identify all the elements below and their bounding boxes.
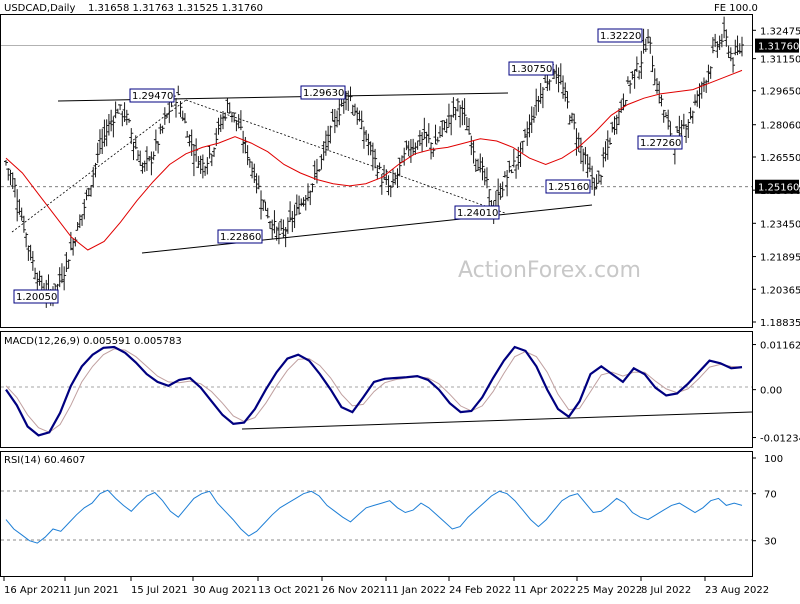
macd-tick-label: 0.011629 bbox=[760, 341, 800, 352]
annotation-label: 1.24010 bbox=[457, 208, 498, 219]
price-tick-label: 1.23450 bbox=[760, 219, 800, 230]
annotation-box bbox=[217, 229, 263, 244]
rsi-tick-label: 70 bbox=[764, 490, 777, 501]
price-tick-label: 1.26550 bbox=[760, 153, 800, 164]
price-tick-label: 1.28060 bbox=[760, 121, 800, 132]
rsi-pane bbox=[0, 451, 753, 577]
price-tick-label: 1.18835 bbox=[760, 318, 800, 329]
x-tick-label: 15 Jul 2021 bbox=[131, 585, 188, 596]
annotation-label: 1.27260 bbox=[640, 138, 681, 149]
annotation-box bbox=[637, 135, 683, 150]
fe-label: FE 100.0 bbox=[714, 3, 758, 14]
x-tick-label: 30 Aug 2021 bbox=[193, 585, 257, 596]
price-gridlines bbox=[1, 45, 752, 188]
rsi-tick-label: 100 bbox=[764, 454, 783, 465]
rsi-axis: 100 70 30 bbox=[752, 454, 783, 548]
moving-average-line bbox=[5, 69, 743, 251]
price-tick-label: 1.20365 bbox=[760, 285, 800, 296]
macd-trendline bbox=[241, 411, 753, 430]
current-price-label: 1.31760 bbox=[758, 42, 799, 53]
x-tick-label: 25 May 2022 bbox=[577, 585, 642, 596]
annotation-label: 1.29630 bbox=[303, 88, 344, 99]
support-level-label: 1.25160 bbox=[758, 183, 799, 194]
chart-title: USDCAD,Daily bbox=[4, 3, 75, 14]
x-tick-label: 16 Apr 2021 bbox=[4, 585, 66, 596]
macd-tick-label: 0.00 bbox=[760, 386, 782, 397]
watermark: ActionForex.com bbox=[458, 258, 641, 283]
rsi-line bbox=[5, 489, 743, 544]
annotation-box bbox=[13, 289, 59, 304]
annotation-box bbox=[454, 205, 500, 220]
x-tick-label: 8 Jul 2022 bbox=[641, 585, 691, 596]
annotation-label: 1.22860 bbox=[220, 232, 261, 243]
annotation-label: 1.29470 bbox=[132, 91, 173, 102]
x-tick-label: 24 Feb 2022 bbox=[449, 585, 511, 596]
current-price-box bbox=[755, 38, 799, 53]
price-bars bbox=[4, 16, 744, 308]
annotation-box bbox=[300, 85, 346, 100]
price-tick-label: 1.29650 bbox=[760, 87, 800, 98]
annotation-label: 1.32220 bbox=[600, 31, 641, 42]
annotation-label: 1.30750 bbox=[511, 64, 552, 75]
signal-line bbox=[5, 348, 743, 433]
macd-title: MACD(12,26,9) 0.005591 0.005783 bbox=[4, 336, 182, 347]
x-tick-label: 23 Aug 2022 bbox=[705, 585, 769, 596]
lower-trendline bbox=[141, 204, 593, 254]
price-axis: 1.324751.311501.296501.280601.265501.250… bbox=[752, 26, 800, 329]
macd-line bbox=[5, 345, 743, 437]
price-annotations: 1.20050 1.29470 1.22860 1.29630 1.24010 1.307… bbox=[13, 28, 683, 304]
price-tick-label: 1.31150 bbox=[760, 55, 800, 66]
x-tick-label: 26 Nov 2021 bbox=[322, 585, 386, 596]
price-pane bbox=[0, 14, 753, 328]
rsi-title: RSI(14) 60.4607 bbox=[4, 455, 85, 466]
ohlc-readout: 1.31658 1.31763 1.31525 1.31760 bbox=[88, 3, 263, 14]
annotation-box bbox=[508, 61, 554, 76]
x-tick-label: 13 Oct 2021 bbox=[258, 585, 320, 596]
annotation-box bbox=[129, 88, 175, 103]
x-tick-label: 11 Jan 2022 bbox=[386, 585, 446, 596]
support-level-box bbox=[755, 179, 799, 194]
annotation-label: 1.25160 bbox=[548, 182, 589, 193]
annotation-box bbox=[545, 179, 591, 194]
macd-tick-label: -0.012348 bbox=[760, 434, 800, 445]
rsi-tick-label: 30 bbox=[764, 537, 777, 548]
annotation-label: 1.20050 bbox=[16, 292, 57, 303]
price-tick-label: 1.32475 bbox=[760, 26, 800, 37]
dotted-projection-1 bbox=[11, 99, 187, 233]
price-tick-label: 1.21895 bbox=[760, 253, 800, 264]
x-tick-label: 1 Jun 2021 bbox=[65, 585, 119, 596]
dotted-projection-2 bbox=[185, 99, 506, 214]
x-axis: 16 Apr 2021 1 Jun 2021 15 Jul 2021 30 Aug 2… bbox=[3, 576, 769, 596]
macd-axis: 0.011629 0.00 -0.012348 bbox=[752, 341, 800, 445]
annotation-box bbox=[597, 28, 643, 43]
x-tick-label: 11 Apr 2022 bbox=[514, 585, 576, 596]
